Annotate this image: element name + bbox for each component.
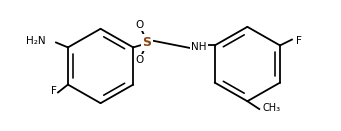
Text: O: O — [135, 55, 143, 65]
Text: H₂N: H₂N — [27, 36, 46, 46]
Text: F: F — [51, 86, 57, 96]
Text: F: F — [296, 36, 302, 46]
Text: CH₃: CH₃ — [262, 103, 280, 113]
Text: O: O — [135, 20, 143, 30]
Text: NH: NH — [191, 42, 207, 52]
Text: S: S — [143, 36, 152, 49]
